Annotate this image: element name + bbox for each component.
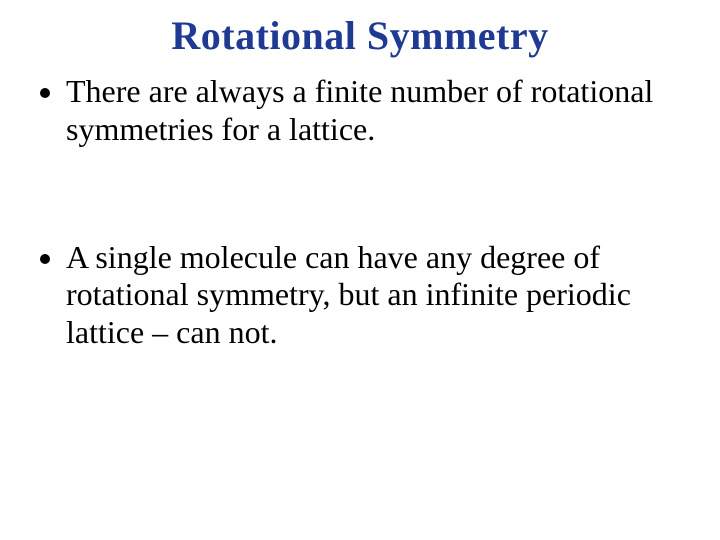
bullet-item: A single molecule can have any degree of… — [66, 239, 690, 352]
slide-title: Rotational Symmetry — [30, 12, 690, 59]
bullet-list: There are always a finite number of rota… — [30, 73, 690, 352]
bullet-item: There are always a finite number of rota… — [66, 73, 690, 149]
slide: Rotational Symmetry There are always a f… — [0, 0, 720, 540]
